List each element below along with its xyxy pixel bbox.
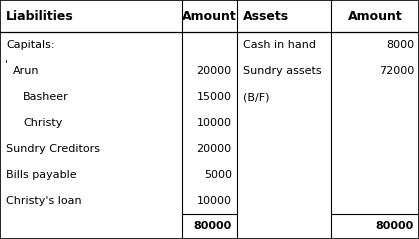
Text: 80000: 80000	[376, 222, 414, 231]
Text: Capitals:: Capitals:	[6, 40, 55, 50]
Text: Liabilities: Liabilities	[6, 10, 74, 23]
Text: Christy's loan: Christy's loan	[6, 196, 82, 206]
Text: 72000: 72000	[379, 66, 414, 76]
Text: 10000: 10000	[197, 118, 232, 128]
Text: Arun: Arun	[13, 66, 39, 76]
Text: Cash in hand: Cash in hand	[243, 40, 316, 50]
Text: ': '	[5, 59, 8, 69]
Text: 8000: 8000	[386, 40, 414, 50]
Text: 20000: 20000	[197, 144, 232, 154]
Text: Amount: Amount	[348, 10, 402, 23]
Text: 15000: 15000	[197, 92, 232, 102]
Text: Christy: Christy	[23, 118, 62, 128]
Text: Amount: Amount	[182, 10, 237, 23]
Text: 5000: 5000	[204, 170, 232, 180]
Text: Bills payable: Bills payable	[6, 170, 77, 180]
Text: Sundry assets: Sundry assets	[243, 66, 322, 76]
Text: Assets: Assets	[243, 10, 289, 23]
Text: 80000: 80000	[194, 222, 232, 231]
Text: 20000: 20000	[197, 66, 232, 76]
Text: (B/F): (B/F)	[243, 92, 269, 102]
Text: 10000: 10000	[197, 196, 232, 206]
Text: Sundry Creditors: Sundry Creditors	[6, 144, 100, 154]
Text: Basheer: Basheer	[23, 92, 69, 102]
